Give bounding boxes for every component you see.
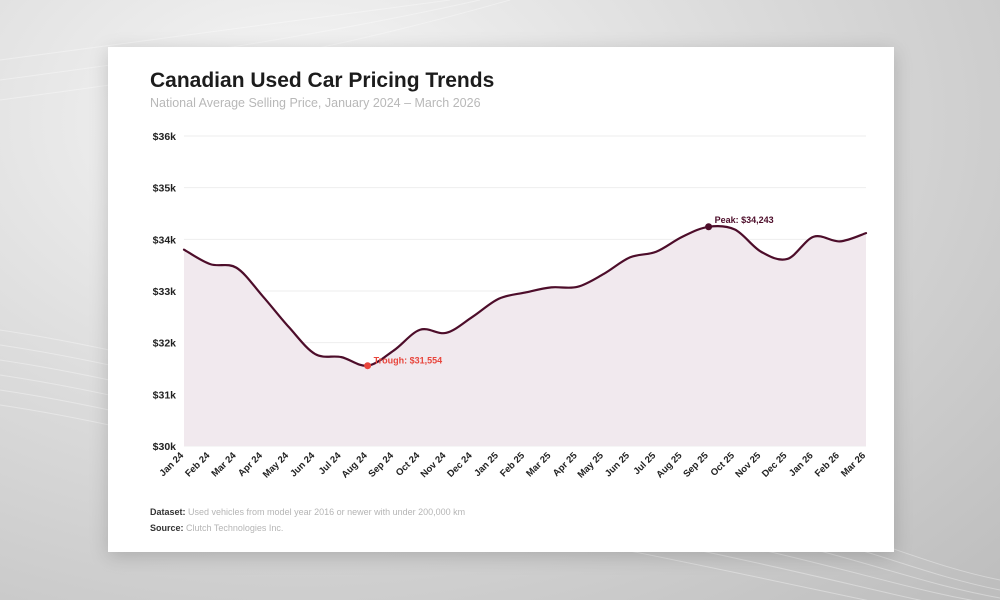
data-point bbox=[497, 297, 501, 301]
data-point bbox=[733, 228, 737, 232]
x-tick-label: Apr 25 bbox=[551, 450, 580, 479]
x-tick-label: Sep 24 bbox=[367, 450, 397, 480]
x-tick-label: Mar 25 bbox=[524, 450, 554, 480]
data-point bbox=[418, 328, 422, 332]
x-tick-label: Oct 25 bbox=[709, 450, 738, 479]
x-tick-label: Mar 24 bbox=[210, 450, 240, 480]
data-point bbox=[313, 352, 317, 356]
price-line bbox=[182, 224, 868, 367]
data-point bbox=[287, 325, 291, 329]
x-tick-label: Nov 24 bbox=[419, 450, 449, 480]
y-tick-label: $34k bbox=[153, 234, 177, 246]
x-tick-label: May 24 bbox=[261, 450, 292, 481]
y-tick-label: $36k bbox=[153, 131, 177, 143]
y-tick-label: $31k bbox=[153, 389, 177, 401]
data-point bbox=[182, 248, 186, 252]
y-tick-label: $33k bbox=[153, 286, 177, 298]
source-text: Clutch Technologies Inc. bbox=[186, 523, 284, 533]
dataset-text: Used vehicles from model year 2016 or ne… bbox=[188, 507, 466, 517]
x-tick-label: Dec 25 bbox=[760, 450, 790, 480]
chart-title: Canadian Used Car Pricing Trends bbox=[150, 69, 495, 92]
data-point bbox=[234, 266, 238, 270]
chart-subtitle: National Average Selling Price, January … bbox=[150, 96, 481, 110]
x-tick-label: Oct 24 bbox=[394, 450, 423, 479]
data-point bbox=[812, 235, 816, 239]
source-note: Source: Clutch Technologies Inc. bbox=[150, 523, 283, 533]
x-tick-label: Aug 25 bbox=[654, 450, 685, 481]
data-point bbox=[838, 239, 842, 243]
y-tick-label: $30k bbox=[153, 441, 177, 453]
data-point bbox=[208, 262, 212, 266]
data-point bbox=[654, 250, 658, 254]
data-point bbox=[392, 348, 396, 352]
x-tick-label: Jun 25 bbox=[603, 450, 633, 480]
data-point bbox=[785, 257, 789, 261]
data-point bbox=[628, 255, 632, 259]
data-point bbox=[602, 272, 606, 276]
x-tick-label: Feb 25 bbox=[498, 450, 528, 480]
x-tick-label: Mar 26 bbox=[839, 450, 868, 479]
peak-label: Peak: $34,243 bbox=[715, 215, 774, 225]
data-point bbox=[261, 294, 265, 298]
x-tick-label: Dec 24 bbox=[445, 450, 475, 480]
chart-card: Canadian Used Car Pricing Trends Nationa… bbox=[108, 47, 894, 552]
data-point bbox=[864, 231, 868, 235]
x-tick-label: Aug 24 bbox=[340, 450, 371, 481]
x-tick-label: Jan 26 bbox=[787, 450, 816, 479]
data-point bbox=[444, 331, 448, 335]
data-point bbox=[549, 285, 553, 289]
data-point bbox=[471, 315, 475, 319]
x-tick-label: May 25 bbox=[576, 450, 607, 481]
dataset-label: Dataset: bbox=[150, 507, 186, 517]
x-tick-label: Jun 24 bbox=[288, 450, 318, 480]
data-point bbox=[339, 355, 343, 359]
y-tick-label: $32k bbox=[153, 338, 177, 350]
peak-marker bbox=[705, 223, 713, 231]
y-axis-ticks: $30k $31k $32k $33k $34k $35k $36k bbox=[153, 131, 177, 453]
data-point bbox=[575, 285, 579, 289]
x-tick-label: Feb 24 bbox=[183, 450, 213, 480]
dataset-note: Dataset: Used vehicles from model year 2… bbox=[150, 507, 465, 517]
data-point bbox=[759, 250, 763, 254]
annotations: Trough: $31,554 Peak: $34,243 bbox=[364, 215, 774, 370]
data-point bbox=[680, 235, 684, 239]
area-fill bbox=[184, 226, 866, 446]
x-tick-label: Apr 24 bbox=[236, 450, 265, 479]
trough-label: Trough: $31,554 bbox=[374, 356, 443, 366]
x-tick-label: Feb 26 bbox=[813, 450, 842, 479]
trough-marker bbox=[364, 362, 372, 370]
y-tick-label: $35k bbox=[153, 183, 177, 195]
x-tick-label: Jan 24 bbox=[157, 450, 186, 479]
x-tick-label: Nov 25 bbox=[733, 450, 763, 480]
x-tick-label: Jan 25 bbox=[472, 450, 501, 479]
data-point bbox=[523, 291, 527, 295]
source-label: Source: bbox=[150, 523, 184, 533]
x-tick-label: Sep 25 bbox=[681, 450, 711, 480]
